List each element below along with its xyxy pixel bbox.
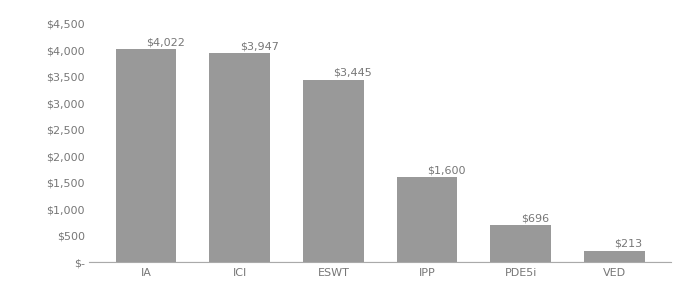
Text: $1,600: $1,600 [427, 165, 466, 175]
Text: $3,947: $3,947 [240, 41, 279, 51]
Bar [584, 251, 645, 262]
Bar [209, 53, 270, 262]
Text: $3,445: $3,445 [334, 68, 372, 77]
Bar [303, 80, 364, 262]
Bar [397, 178, 458, 262]
Text: $4,022: $4,022 [146, 37, 185, 47]
Text: $213: $213 [614, 239, 643, 249]
Text: $696: $696 [521, 213, 549, 223]
Bar [490, 225, 551, 262]
Bar [116, 49, 177, 262]
